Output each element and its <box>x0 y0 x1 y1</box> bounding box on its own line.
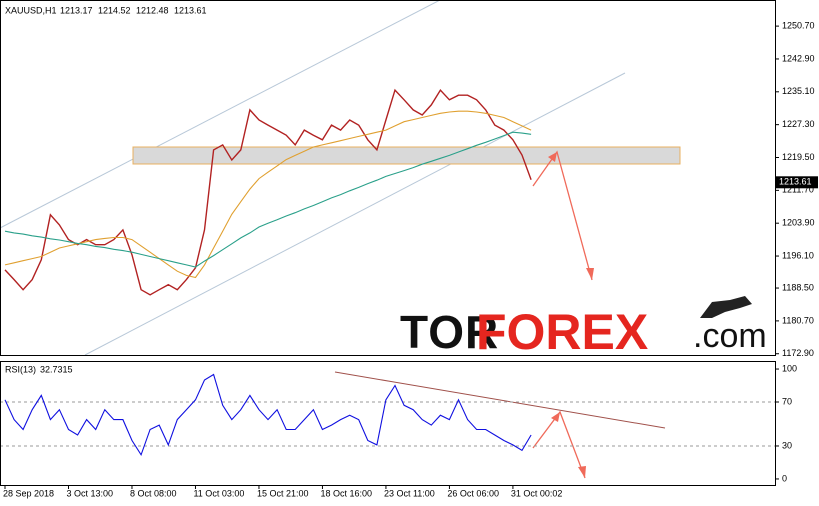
x-tick-label: 18 Oct 16:00 <box>320 488 372 498</box>
watermark-forex: FOREX <box>476 304 648 360</box>
y-tick-label: 1196.10 <box>782 250 814 260</box>
current-price-label: 1213.61 <box>779 177 812 187</box>
ohlc-value: 1213.17 <box>60 5 93 15</box>
arrow-head <box>548 152 557 162</box>
watermark-com: .com <box>693 317 767 355</box>
indicator-value: 32.7315 <box>40 364 73 374</box>
y-tick-label: 1211.70 <box>782 185 814 195</box>
y-tick-label: 1227.30 <box>782 119 815 129</box>
series-line <box>4 373 532 457</box>
watermark-tor: TOR <box>400 306 499 358</box>
current-price-box <box>776 176 818 189</box>
series-line <box>4 110 532 279</box>
drawing-objects <box>0 0 775 479</box>
y-tick-label: 1219.50 <box>782 152 815 162</box>
y-tick-label: 1235.10 <box>782 86 815 96</box>
x-tick-label: 15 Oct 21:00 <box>257 488 309 498</box>
x-tick-label: 28 Sep 2018 <box>3 488 54 498</box>
y-tick-label: 100 <box>782 363 797 373</box>
x-tick-label: 23 Oct 11:00 <box>384 488 435 498</box>
y-tick-label: 30 <box>782 440 792 450</box>
y-tick-label: 1242.90 <box>782 53 815 63</box>
price-panel <box>0 0 776 356</box>
channel-upper <box>0 0 441 229</box>
y-tick-label: 1172.90 <box>782 348 814 358</box>
x-tick-label: 8 Oct 08:00 <box>130 488 177 498</box>
indicator-name: RSI(13) <box>5 364 36 374</box>
symbol: XAUUSD,H1 <box>5 5 57 15</box>
x-tick-label: 3 Oct 13:00 <box>66 488 113 498</box>
ohlc-value: 1212.48 <box>136 5 169 15</box>
resistance-zone <box>132 146 681 165</box>
y-tick-label: 1250.70 <box>782 20 815 30</box>
rsi-trendline <box>334 371 666 429</box>
series-line <box>4 88 532 296</box>
channel-lower <box>84 72 626 356</box>
y-tick-label: 70 <box>782 396 792 406</box>
ohlc-value: 1213.61 <box>174 5 207 15</box>
x-tick-label: 31 Oct 00:02 <box>511 488 563 498</box>
ohlc-value: 1214.52 <box>98 5 131 15</box>
arrow-head <box>586 268 594 280</box>
y-tick-label: 1180.70 <box>782 315 814 325</box>
y-tick-label: 1203.90 <box>782 218 815 228</box>
arrow-head <box>551 412 560 422</box>
x-tick-label: 11 Oct 03:00 <box>193 488 244 498</box>
rsi-panel <box>0 361 776 486</box>
arrow-head <box>578 466 586 478</box>
bull-logo <box>700 296 752 318</box>
series-line <box>4 131 532 268</box>
y-tick-label: 1188.50 <box>782 282 814 292</box>
x-tick-label: 26 Oct 06:00 <box>447 488 499 498</box>
y-tick-label: 0 <box>782 473 787 483</box>
